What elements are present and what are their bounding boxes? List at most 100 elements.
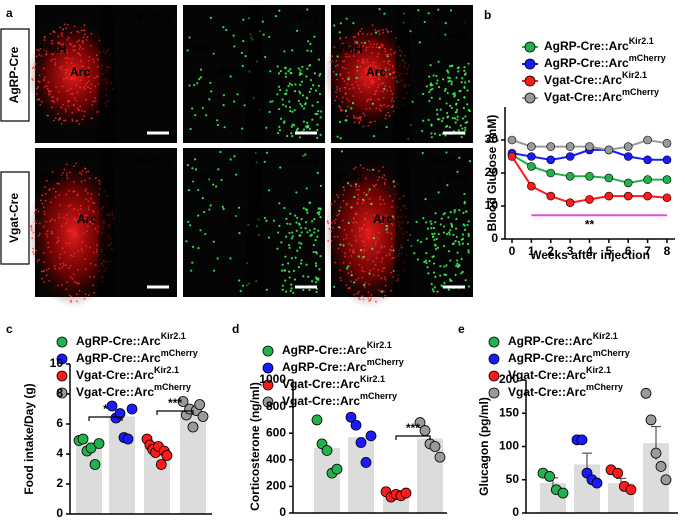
green-cell	[283, 206, 286, 210]
y-tick-label: 10	[485, 198, 499, 212]
red-cell	[84, 84, 87, 87]
red-cell	[376, 237, 379, 240]
series-marker	[585, 172, 594, 181]
green-cell	[313, 231, 316, 234]
red-cell	[38, 232, 41, 235]
green-cell	[425, 237, 428, 240]
green-cell	[446, 91, 449, 95]
green-cell	[453, 209, 456, 212]
legend-name: Vgat-Cre::Arc	[76, 385, 154, 399]
green-cell	[442, 225, 446, 228]
red-cell	[345, 203, 348, 206]
red-cell	[31, 67, 34, 70]
red-cell	[385, 105, 388, 108]
green-cell	[432, 74, 435, 77]
red-cell	[352, 250, 355, 253]
green-cell	[317, 58, 321, 61]
red-cell	[357, 117, 359, 120]
bar	[109, 416, 135, 514]
y-axis-label: Glucagon (pg/ml)	[477, 397, 491, 496]
green-cell	[339, 137, 342, 140]
red-cell	[360, 90, 363, 93]
red-cell	[78, 48, 81, 51]
annotation: ***	[168, 396, 182, 410]
series-marker	[565, 198, 575, 207]
ventricle	[245, 5, 265, 143]
red-cell	[60, 68, 63, 71]
green-cell	[467, 62, 470, 65]
green-cell	[435, 82, 438, 85]
red-cell	[81, 170, 84, 172]
red-cell	[391, 224, 394, 227]
green-cell	[463, 69, 466, 73]
green-cell	[319, 72, 322, 76]
series-marker	[546, 142, 556, 151]
green-cell	[294, 214, 297, 217]
red-cell	[361, 202, 364, 205]
red-cell	[379, 104, 382, 107]
legend-name: AgRP-Cre::Arc	[508, 334, 593, 348]
red-cell	[85, 39, 88, 41]
red-cell	[65, 77, 67, 80]
red-cell	[390, 53, 393, 56]
green-cell	[313, 72, 317, 75]
green-cell	[235, 173, 238, 176]
red-cell	[36, 260, 39, 262]
y-tick-label: 8	[56, 386, 63, 400]
red-cell	[359, 116, 362, 119]
green-cell	[288, 270, 291, 273]
green-cell	[291, 231, 294, 234]
red-cell	[91, 104, 94, 106]
green-cell	[305, 75, 308, 78]
green-cell	[299, 226, 303, 229]
y-tick-label: 10	[50, 356, 64, 370]
red-cell	[93, 76, 96, 79]
green-cell	[210, 90, 213, 93]
red-cell	[78, 44, 81, 47]
green-cell	[411, 100, 414, 103]
red-cell	[339, 37, 341, 40]
green-cell	[284, 255, 287, 258]
red-cell	[85, 245, 88, 248]
red-cell	[40, 100, 43, 103]
green-cell	[449, 211, 452, 214]
red-cell	[358, 87, 361, 90]
legend-entry: Vgat-Cre::ArcKir2.1	[544, 70, 647, 87]
red-cell	[377, 169, 380, 172]
red-cell	[363, 248, 366, 251]
green-cell	[437, 86, 441, 89]
green-cell	[197, 188, 200, 192]
green-cell	[319, 116, 322, 119]
red-cell	[339, 269, 342, 272]
red-cell	[390, 271, 392, 274]
green-cell	[288, 82, 292, 85]
green-cell	[336, 135, 339, 138]
red-cell	[361, 257, 364, 260]
green-cell	[196, 82, 199, 85]
red-cell	[358, 263, 361, 266]
green-cell	[191, 261, 194, 264]
red-cell	[361, 269, 364, 272]
red-cell	[53, 265, 56, 267]
green-cell	[349, 45, 352, 48]
red-cell	[357, 277, 360, 280]
red-cell	[77, 250, 80, 253]
legend-entry: Vgat-Cre::ArcmCherry	[282, 391, 397, 408]
green-cell	[347, 221, 350, 225]
red-cell	[388, 195, 391, 197]
bar	[314, 447, 340, 513]
red-cell	[78, 212, 81, 215]
green-cell	[187, 220, 190, 223]
channel-label: Kir2.1	[434, 154, 468, 168]
red-cell	[94, 97, 96, 99]
red-cell	[75, 162, 78, 165]
legend-marker	[56, 336, 68, 348]
legend-name: Vgat-Cre::Arc	[508, 385, 586, 399]
green-cell	[462, 211, 465, 215]
green-cell	[413, 252, 416, 255]
red-cell	[41, 194, 44, 197]
region-label: VMH	[188, 170, 215, 184]
green-cell	[268, 110, 271, 114]
green-cell	[443, 244, 446, 248]
red-cell	[96, 230, 99, 233]
